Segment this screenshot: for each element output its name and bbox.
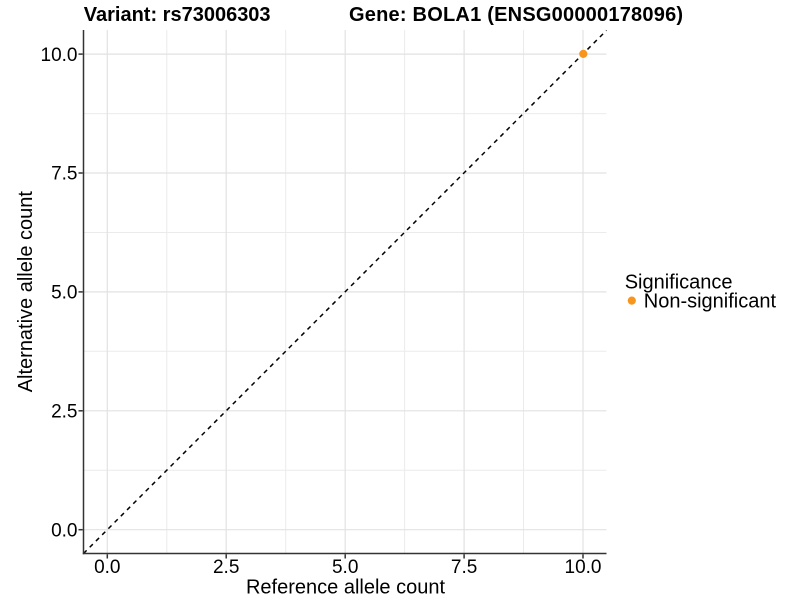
svg-text:Alternative allele count: Alternative allele count — [15, 191, 37, 393]
svg-text:5.0: 5.0 — [51, 283, 77, 304]
svg-text:Reference allele count: Reference allele count — [246, 577, 445, 599]
svg-text:7.5: 7.5 — [51, 164, 77, 185]
svg-text:7.5: 7.5 — [451, 557, 477, 578]
svg-text:Significance: Significance — [625, 271, 733, 293]
svg-text:0.0: 0.0 — [94, 557, 120, 578]
svg-text:10.0: 10.0 — [565, 557, 602, 578]
svg-text:10.0: 10.0 — [41, 45, 78, 66]
svg-text:2.5: 2.5 — [213, 557, 239, 578]
svg-text:0.0: 0.0 — [51, 520, 77, 541]
svg-text:Variant: rs73006303: Variant: rs73006303 — [84, 4, 271, 26]
svg-text:Gene: BOLA1 (ENSG00000178096): Gene: BOLA1 (ENSG00000178096) — [349, 4, 683, 26]
svg-text:Non-significant: Non-significant — [644, 291, 777, 313]
svg-text:2.5: 2.5 — [51, 402, 77, 423]
svg-text:5.0: 5.0 — [332, 557, 358, 578]
